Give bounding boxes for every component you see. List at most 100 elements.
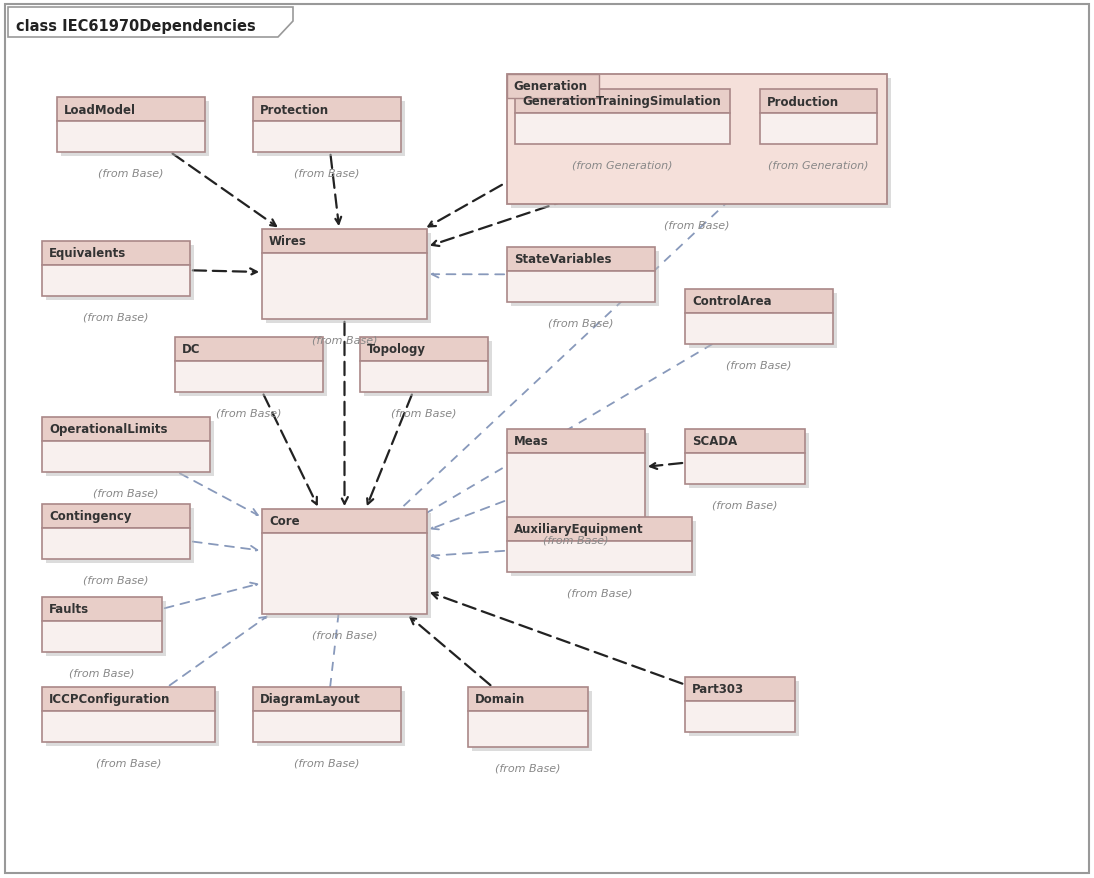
Bar <box>42 597 162 622</box>
Bar <box>42 241 190 266</box>
Bar <box>507 75 600 99</box>
Bar <box>46 691 219 746</box>
Bar <box>764 94 881 149</box>
Bar <box>507 453 645 520</box>
Text: GenerationTrainingSimulation: GenerationTrainingSimulation <box>522 96 721 108</box>
Text: Contingency: Contingency <box>49 510 131 523</box>
Text: Production: Production <box>767 96 839 108</box>
Polygon shape <box>8 8 293 38</box>
Bar <box>261 509 427 534</box>
Bar <box>511 434 649 523</box>
Text: Wires: Wires <box>269 235 307 248</box>
Bar <box>364 342 492 397</box>
Bar <box>253 122 401 153</box>
Bar <box>507 248 655 271</box>
Bar <box>57 97 205 122</box>
Text: (from Base): (from Base) <box>312 335 377 346</box>
Bar <box>175 362 323 392</box>
Bar <box>515 90 730 114</box>
Text: (from Base): (from Base) <box>544 536 608 545</box>
Text: (from Base): (from Base) <box>548 319 614 328</box>
Bar <box>46 421 214 477</box>
Bar <box>685 677 795 702</box>
Bar <box>42 529 190 559</box>
Text: LoadModel: LoadModel <box>65 104 136 117</box>
Bar <box>42 442 210 472</box>
Bar <box>511 79 891 209</box>
Text: (from Base): (from Base) <box>664 220 730 231</box>
Bar <box>507 271 655 303</box>
Bar <box>689 434 808 488</box>
Bar <box>253 687 401 711</box>
Text: StateVariables: StateVariables <box>514 253 612 266</box>
Bar <box>685 313 833 344</box>
Bar <box>261 254 427 320</box>
Text: (from Base): (from Base) <box>496 763 561 774</box>
Text: (from Generation): (from Generation) <box>768 161 869 171</box>
Bar <box>266 514 431 618</box>
Bar <box>42 687 216 711</box>
Text: Equivalents: Equivalents <box>49 248 126 260</box>
Bar <box>515 114 730 145</box>
Text: (from Generation): (from Generation) <box>572 161 673 171</box>
Bar <box>46 601 166 656</box>
Bar <box>46 246 194 300</box>
Bar <box>468 687 587 711</box>
Bar <box>257 102 405 157</box>
Text: (from Base): (from Base) <box>392 408 457 419</box>
Bar <box>42 266 190 297</box>
Bar <box>507 75 887 205</box>
Bar <box>257 691 405 746</box>
Text: (from Base): (from Base) <box>83 313 149 322</box>
Text: (from Base): (from Base) <box>312 630 377 640</box>
Text: (from Base): (from Base) <box>69 668 135 678</box>
Bar <box>42 418 210 442</box>
Bar <box>253 711 401 742</box>
Bar <box>253 97 401 122</box>
Bar <box>685 702 795 732</box>
Text: (from Base): (from Base) <box>83 575 149 586</box>
Bar <box>511 252 659 306</box>
Text: Core: Core <box>269 515 300 528</box>
Bar <box>760 114 877 145</box>
Text: (from Base): (from Base) <box>93 488 159 499</box>
Bar <box>46 508 194 564</box>
Bar <box>261 534 427 615</box>
Bar <box>507 517 693 542</box>
Text: Part303: Part303 <box>693 683 744 695</box>
Bar <box>511 522 696 576</box>
Bar <box>175 338 323 362</box>
Text: OperationalLimits: OperationalLimits <box>49 423 167 436</box>
Text: (from Base): (from Base) <box>217 408 282 419</box>
Text: Protection: Protection <box>260 104 329 117</box>
Text: (from Base): (from Base) <box>712 500 778 510</box>
Text: Generation: Generation <box>513 81 587 93</box>
Bar <box>261 230 427 254</box>
Bar <box>689 681 799 736</box>
Text: DC: DC <box>182 343 200 356</box>
Bar <box>266 234 431 324</box>
Text: class IEC61970Dependencies: class IEC61970Dependencies <box>16 18 256 33</box>
Text: (from Base): (from Base) <box>294 758 360 768</box>
Bar <box>42 711 216 742</box>
Bar <box>507 429 645 453</box>
Bar <box>685 290 833 313</box>
Text: (from Base): (from Base) <box>294 169 360 179</box>
Bar <box>57 122 205 153</box>
Bar <box>61 102 209 157</box>
Text: Meas: Meas <box>514 435 549 448</box>
Bar <box>42 622 162 652</box>
Text: Faults: Faults <box>49 603 89 615</box>
Bar <box>685 453 805 485</box>
Bar <box>468 711 587 747</box>
Bar <box>519 94 734 149</box>
Text: Topology: Topology <box>366 343 426 356</box>
Bar <box>689 293 837 349</box>
Text: (from Base): (from Base) <box>726 361 792 371</box>
Bar <box>760 90 877 114</box>
Bar <box>685 429 805 453</box>
Text: (from Base): (from Base) <box>567 588 632 598</box>
Bar <box>179 342 327 397</box>
Text: DiagramLayout: DiagramLayout <box>260 693 361 706</box>
Bar <box>472 691 592 752</box>
